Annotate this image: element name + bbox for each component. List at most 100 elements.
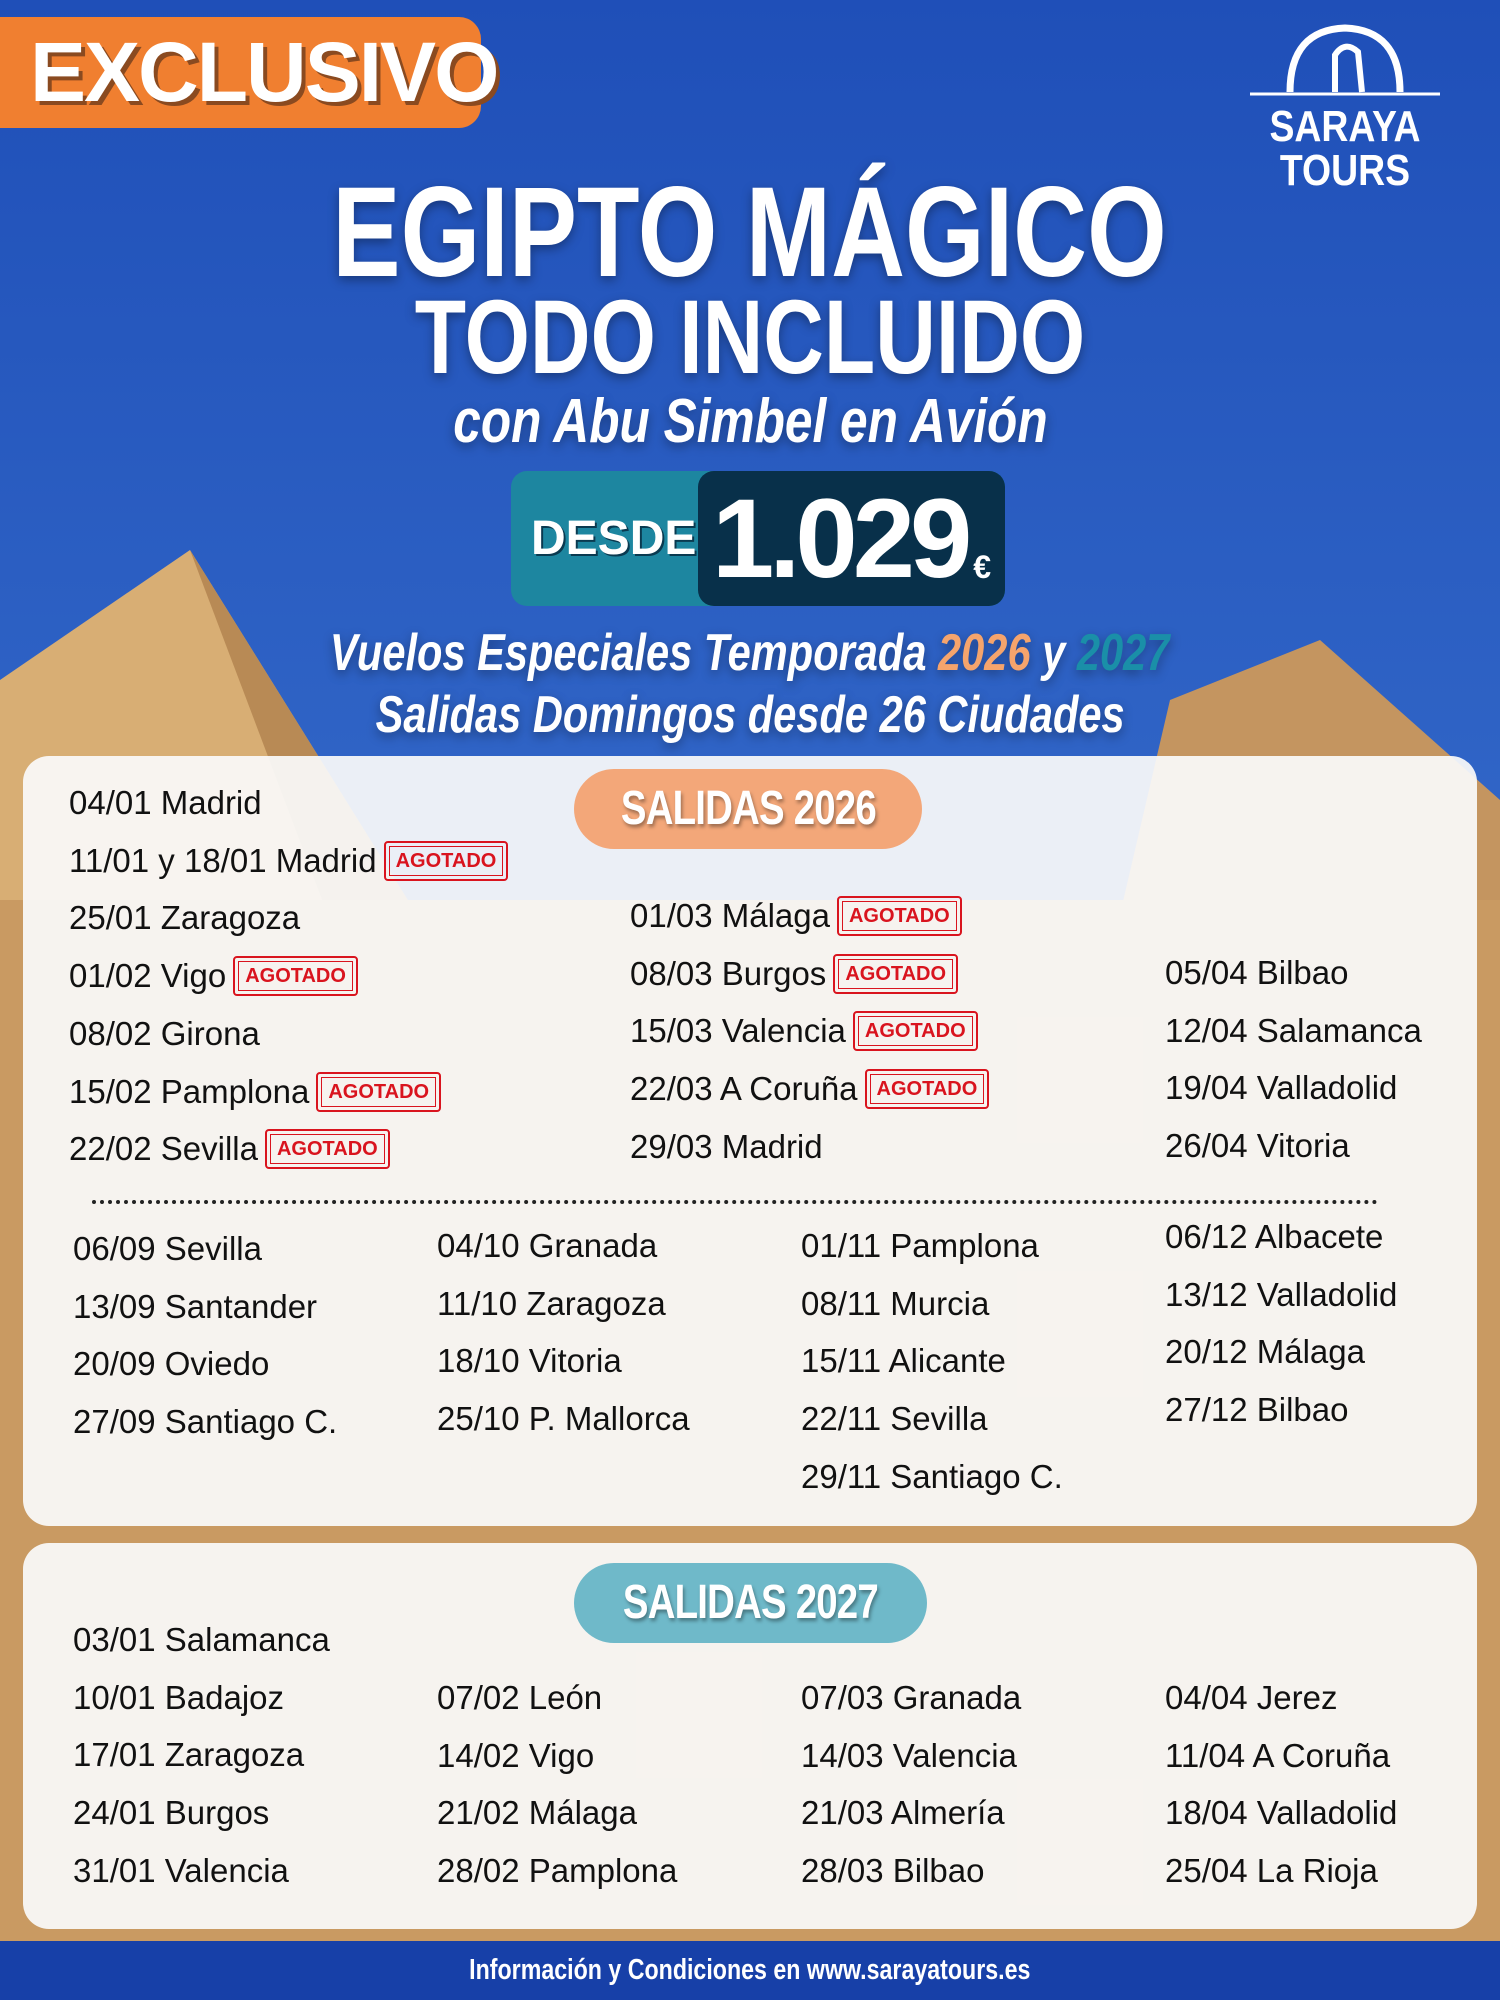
departure-item: 22/02 Sevilla AGOTADO (69, 1127, 390, 1171)
sold-out-stamp: AGOTADO (264, 1129, 390, 1170)
departure-item: 11/01 y 18/01 Madrid AGOTADO (69, 839, 509, 883)
departure-item: 14/03 Valencia (801, 1734, 1017, 1778)
departure-item: 28/03 Bilbao (801, 1849, 984, 1893)
departure-text: 28/03 Bilbao (801, 1852, 985, 1890)
departure-text: 04/04 Jerez (1165, 1679, 1338, 1716)
year-2027: 2027 (1077, 624, 1170, 682)
departure-text: 15/03 Valencia (630, 1012, 846, 1050)
departure-text: 06/09 Sevilla (73, 1230, 262, 1267)
departure-text: 26/04 Vitoria (1165, 1127, 1350, 1165)
departure-text: 22/11 Sevilla (801, 1400, 988, 1438)
departure-item: 21/02 Málaga (437, 1791, 637, 1835)
sold-out-stamp: AGOTADO (383, 840, 509, 881)
heading-salidas-2027: SALIDAS 2027 (574, 1563, 927, 1643)
departure-item: 04/01 Madrid (69, 781, 262, 825)
sold-out-stamp: AGOTADO (864, 1069, 990, 1110)
departure-text: 13/09 Santander (73, 1287, 318, 1325)
title-line1: EGIPTO MÁGICO (332, 161, 1168, 304)
departure-item: 01/03 Málaga AGOTADO (630, 894, 962, 938)
departure-item: 15/11 Alicante (801, 1339, 1006, 1383)
departure-item: 08/03 Burgos AGOTADO (630, 952, 959, 996)
saraya-tours-logo: SARAYA TOURS (1240, 20, 1450, 200)
footer-info[interactable]: Información y Condiciones en www.sarayat… (0, 1941, 1500, 2000)
departure-item: 07/03 Granada (801, 1676, 1021, 1720)
departure-text: 11/01 y 18/01 Madrid (69, 841, 377, 879)
departure-item: 25/01 Zaragoza (69, 896, 300, 940)
sold-out-stamp: AGOTADO (836, 896, 962, 936)
departure-text: 27/09 Santiago C. (73, 1403, 338, 1441)
departure-text: 11/10 Zaragoza (437, 1284, 666, 1322)
departure-item: 29/11 Santiago C. (801, 1455, 1063, 1499)
departure-text: 25/04 La Rioja (1165, 1852, 1378, 1890)
departure-item: 10/01 Badajoz (73, 1676, 284, 1720)
departure-text: 08/03 Burgos (630, 954, 827, 992)
price-label: DESDE (531, 512, 697, 565)
departure-text: 17/01 Zaragoza (73, 1736, 305, 1774)
departure-text: 31/01 Valencia (73, 1851, 289, 1889)
departure-text: 06/12 Albacete (1165, 1218, 1384, 1255)
departure-text: 25/01 Zaragoza (69, 899, 301, 937)
departure-item: 07/02 León (437, 1676, 602, 1720)
departure-text: 14/02 Vigo (437, 1736, 595, 1774)
departure-text: 22/02 Sevilla (69, 1130, 258, 1168)
departure-text: 07/03 Granada (801, 1679, 1022, 1716)
departure-text: 29/03 Madrid (630, 1127, 823, 1165)
departure-text: 08/11 Murcia (801, 1284, 990, 1322)
departure-item: 13/12 Valladolid (1165, 1273, 1397, 1317)
divider (92, 1200, 1378, 1204)
departure-item: 13/09 Santander (73, 1285, 317, 1329)
price-amount: 1.029 (712, 476, 972, 601)
departure-text: 04/10 Granada (437, 1227, 658, 1264)
departure-item: 18/10 Vitoria (437, 1339, 622, 1383)
heading-salidas-2026: SALIDAS 2026 (574, 769, 922, 849)
sold-out-stamp: AGOTADO (316, 1071, 442, 1112)
price-currency: € (973, 549, 991, 585)
departure-item: 18/04 Valladolid (1165, 1791, 1397, 1835)
departure-item: 14/02 Vigo (437, 1734, 594, 1778)
departure-text: 01/03 Málaga (630, 897, 830, 934)
departure-item: 29/03 Madrid (630, 1125, 823, 1169)
sold-out-stamp: AGOTADO (233, 956, 358, 997)
departure-text: 13/12 Valladolid (1165, 1275, 1398, 1313)
departure-text: 01/11 Pamplona (801, 1227, 1039, 1264)
departure-item: 20/12 Málaga (1165, 1330, 1365, 1374)
departure-item: 25/10 P. Mallorca (437, 1397, 690, 1441)
departure-text: 08/02 Girona (69, 1014, 260, 1052)
logo-line1: SARAYA (1269, 102, 1421, 151)
departure-item: 24/01 Burgos (73, 1791, 269, 1835)
departure-text: 04/01 Madrid (69, 784, 262, 821)
departure-item: 15/02 Pamplona AGOTADO (69, 1070, 442, 1114)
departure-item: 12/04 Salamanca (1165, 1009, 1422, 1053)
departure-item: 03/01 Salamanca (73, 1618, 330, 1662)
departure-item: 05/04 Bilbao (1165, 951, 1348, 995)
departure-item: 20/09 Oviedo (73, 1342, 269, 1386)
logo-line2: TOURS (1279, 146, 1411, 195)
year-2026: 2026 (938, 624, 1031, 682)
departure-item: 06/12 Albacete (1165, 1215, 1383, 1259)
departure-item: 08/02 Girona (69, 1012, 260, 1056)
departure-text: 14/03 Valencia (801, 1736, 1017, 1774)
departure-item: 01/02 Vigo AGOTADO (69, 954, 358, 998)
departure-item: 22/11 Sevilla (801, 1397, 988, 1441)
departure-item: 15/03 Valencia AGOTADO (630, 1009, 978, 1053)
tagline-departures: Salidas Domingos desde 26 Ciudades (375, 686, 1125, 744)
departure-text: 07/02 León (437, 1679, 603, 1716)
departure-item: 04/04 Jerez (1165, 1676, 1337, 1720)
departure-item: 25/04 La Rioja (1165, 1849, 1378, 1893)
departure-item: 01/11 Pamplona (801, 1224, 1039, 1268)
departure-text: 01/02 Vigo (69, 957, 227, 995)
departure-text: 05/04 Bilbao (1165, 954, 1349, 991)
departure-item: 11/04 A Coruña (1165, 1734, 1390, 1778)
departure-text: 20/09 Oviedo (73, 1345, 270, 1383)
departure-text: 12/04 Salamanca (1165, 1011, 1422, 1049)
price-box: DESDE 1.029 € (511, 471, 1005, 606)
departure-text: 29/11 Santiago C. (801, 1457, 1063, 1495)
sold-out-stamp: AGOTADO (833, 953, 959, 994)
departure-item: 17/01 Zaragoza (73, 1733, 304, 1777)
subtitle: con Abu Simbel en Avión (452, 387, 1048, 456)
departure-text: 19/04 Valladolid (1165, 1069, 1398, 1107)
departure-item: 28/02 Pamplona (437, 1849, 677, 1893)
departure-item: 21/03 Almería (801, 1791, 1005, 1835)
departure-text: 24/01 Burgos (73, 1794, 270, 1832)
title-line2: TODO INCLUIDO (414, 279, 1086, 396)
